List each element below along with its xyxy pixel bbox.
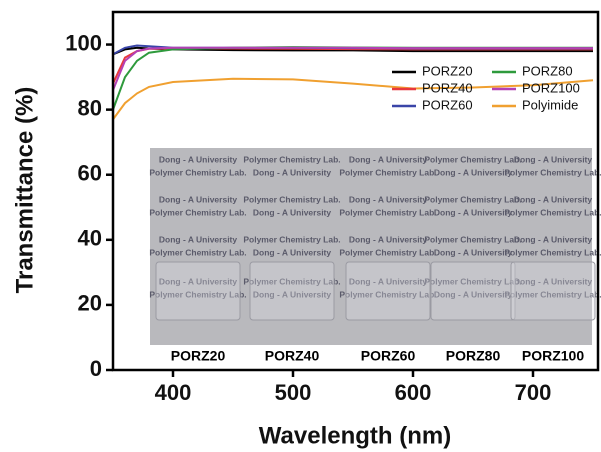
legend-label: PORZ40 xyxy=(422,80,473,95)
photo-text: Polymer Chemistry Lab. xyxy=(149,247,246,257)
photo-text: Polymer Chemistry Lab. xyxy=(339,207,436,217)
photo-text: Dong - A University xyxy=(159,234,238,244)
photo-text: Dong - A University xyxy=(159,276,238,286)
photo-text: Polymer Chemistry Lab. xyxy=(424,194,521,204)
photo-text: Polymer Chemistry Lab. xyxy=(243,154,340,164)
photo-text: Dong - A University xyxy=(434,247,513,257)
photo-text: Dong - A University xyxy=(159,154,238,164)
y-tick-label: 60 xyxy=(78,161,102,186)
x-axis-label: Wavelength (nm) xyxy=(259,422,451,449)
series-line xyxy=(112,46,593,110)
x-tick-label: 600 xyxy=(395,380,432,405)
inset-label: PORZ20 xyxy=(171,348,226,364)
photo-text: Dong - A University xyxy=(349,194,428,204)
series-line xyxy=(112,77,594,120)
inset-label: PORZ80 xyxy=(446,348,501,364)
y-tick-label: 0 xyxy=(90,356,102,381)
y-tick-label: 100 xyxy=(65,30,102,55)
y-tick-label: 20 xyxy=(78,291,102,316)
photo-text: Polymer Chemistry Lab. xyxy=(149,167,246,177)
y-tick-label: 40 xyxy=(78,226,102,251)
photo-text: Polymer Chemistry Lab. xyxy=(504,247,601,257)
plot-frame xyxy=(111,10,600,372)
photo-text: Dong - A University xyxy=(434,167,513,177)
photo-text: Polymer Chemistry Lab. xyxy=(149,289,246,299)
sample-film xyxy=(430,261,516,321)
photo-text: Polymer Chemistry Lab. xyxy=(424,154,521,164)
photo-text: Dong - A University xyxy=(434,289,513,299)
photo-text: Polymer Chemistry Lab. xyxy=(243,276,340,286)
photo-text: Dong - A University xyxy=(514,234,593,244)
y-tick-label: 80 xyxy=(78,95,102,120)
y-axis-label: Transmittance (%) xyxy=(11,87,38,294)
series-line xyxy=(112,46,593,91)
legend-label: Polyimide xyxy=(522,97,578,112)
legend-label: PORZ20 xyxy=(422,63,473,78)
photo-text: Dong - A University xyxy=(349,276,428,286)
photo-text: Polymer Chemistry Lab. xyxy=(424,234,521,244)
photo-text: Polymer Chemistry Lab. xyxy=(424,276,521,286)
series-line xyxy=(112,46,593,56)
photo-text: Polymer Chemistry Lab. xyxy=(504,207,601,217)
photo-text: Polymer Chemistry Lab. xyxy=(339,289,436,299)
x-tick-label: 700 xyxy=(515,380,552,405)
photo-text: Polymer Chemistry Lab. xyxy=(504,167,601,177)
inset-label: PORZ60 xyxy=(361,348,416,364)
photo-text: Polymer Chemistry Lab. xyxy=(504,289,601,299)
inset-label: PORZ100 xyxy=(522,348,584,364)
photo-text: Dong - A University xyxy=(253,247,332,257)
legend-label: PORZ80 xyxy=(522,63,573,78)
sample-film xyxy=(510,261,596,321)
inset-photo xyxy=(150,148,592,345)
legend-label: PORZ100 xyxy=(522,80,580,95)
photo-text: Dong - A University xyxy=(253,289,332,299)
photo-text: Polymer Chemistry Lab. xyxy=(243,234,340,244)
photo-text: Dong - A University xyxy=(514,194,593,204)
photo-text: Dong - A University xyxy=(349,234,428,244)
sample-film xyxy=(345,261,431,321)
sample-film xyxy=(249,261,335,321)
x-tick-label: 400 xyxy=(155,380,192,405)
inset-label: PORZ40 xyxy=(265,348,320,364)
legend-label: PORZ60 xyxy=(422,97,473,112)
series-line xyxy=(112,47,593,85)
sample-film xyxy=(155,261,241,321)
x-tick-label: 500 xyxy=(275,380,312,405)
photo-text: Dong - A University xyxy=(434,207,513,217)
photo-text: Dong - A University xyxy=(514,276,593,286)
photo-text: Dong - A University xyxy=(253,167,332,177)
photo-text: Polymer Chemistry Lab. xyxy=(339,247,436,257)
photo-text: Dong - A University xyxy=(349,154,428,164)
photo-text: Dong - A University xyxy=(253,207,332,217)
photo-text: Polymer Chemistry Lab. xyxy=(339,167,436,177)
photo-text: Polymer Chemistry Lab. xyxy=(243,194,340,204)
photo-text: Dong - A University xyxy=(159,194,238,204)
photo-text: Dong - A University xyxy=(514,154,593,164)
photo-text: Polymer Chemistry Lab. xyxy=(149,207,246,217)
